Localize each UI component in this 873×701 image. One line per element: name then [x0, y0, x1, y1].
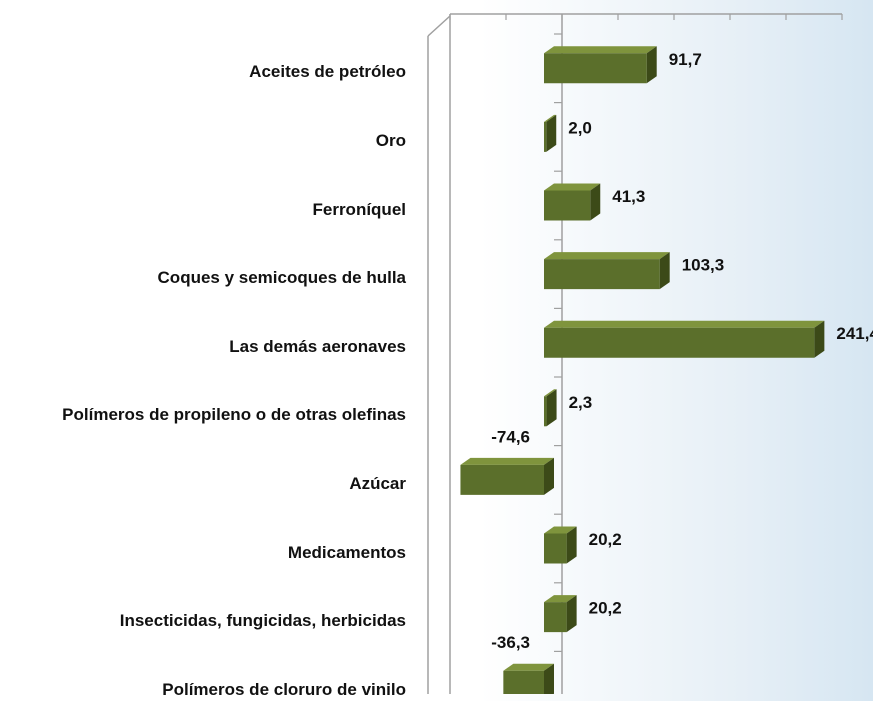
bar: [544, 320, 825, 358]
bar: [544, 114, 557, 152]
bar-front: [544, 533, 567, 564]
bar: [503, 663, 554, 694]
bar-front: [544, 121, 547, 152]
bar-top: [544, 114, 557, 122]
value-label: -74,6: [491, 427, 530, 446]
bar: [544, 183, 601, 221]
value-label: 41,3: [612, 187, 645, 206]
value-label: -36,3: [491, 633, 530, 652]
bar-front: [544, 53, 647, 84]
wall-edge: [427, 15, 451, 37]
bar-front: [544, 396, 547, 427]
bar-top: [544, 526, 577, 534]
category-label: Ferroníquel: [312, 199, 406, 219]
value-label: 103,3: [682, 256, 725, 275]
bar-side: [546, 389, 557, 427]
bar: [544, 252, 670, 290]
category-label: Las demás aeronaves: [229, 336, 406, 356]
bar: [544, 595, 577, 633]
bar-side: [544, 663, 554, 694]
bar-top: [503, 663, 554, 671]
bar-top: [544, 595, 577, 603]
bar-side: [590, 183, 601, 221]
bar-top: [544, 46, 657, 54]
bar-side: [566, 595, 577, 633]
bar-top: [544, 183, 601, 191]
bar-top: [544, 252, 670, 260]
value-label: 91,7: [669, 50, 702, 69]
category-label: Oro: [375, 130, 406, 150]
bar-side: [544, 457, 554, 495]
category-label: Aceites de petróleo: [249, 62, 406, 82]
category-label: Insecticidas, fungicidas, herbicidas: [119, 611, 406, 631]
bar-side: [659, 252, 670, 290]
category-label: Medicamentos: [287, 542, 406, 562]
bar-side: [814, 320, 825, 358]
value-label: 241,4: [836, 324, 873, 343]
category-label: Coques y semicoques de hulla: [157, 268, 406, 288]
bar-side: [566, 526, 577, 564]
bar: [544, 526, 577, 564]
bar: [460, 457, 554, 495]
bar-front: [460, 464, 544, 495]
bar: [544, 389, 557, 427]
bar-front: [503, 670, 544, 694]
value-label: 20,2: [589, 530, 622, 549]
bar-top: [460, 457, 554, 465]
bar-front: [544, 327, 815, 358]
category-label: Polímeros de cloruro de vinilo: [162, 679, 406, 699]
bar-top: [544, 389, 557, 397]
bar: [544, 46, 657, 84]
bar-side: [546, 114, 557, 152]
bar-top: [544, 320, 825, 328]
bar-side: [646, 46, 657, 84]
value-label: 2,0: [568, 118, 592, 137]
value-label: 20,2: [589, 599, 622, 618]
bar-front: [544, 259, 660, 290]
category-label: Azúcar: [349, 473, 406, 493]
bar-front: [544, 190, 591, 221]
value-label: 2,3: [569, 393, 593, 412]
bar-front: [544, 602, 567, 633]
category-label: Polímeros de propileno o de otras olefin…: [62, 405, 406, 425]
